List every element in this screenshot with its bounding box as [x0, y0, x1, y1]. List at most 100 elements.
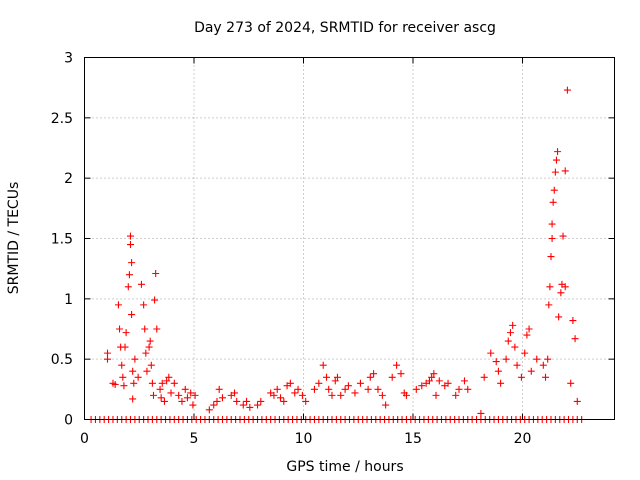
data-point	[569, 317, 577, 325]
data-point	[119, 373, 127, 381]
data-point	[517, 373, 525, 381]
data-point	[333, 373, 341, 381]
y-tick-label: 2	[64, 171, 73, 187]
data-point	[525, 325, 533, 333]
data-point	[146, 337, 154, 345]
data-point	[561, 167, 569, 175]
data-point	[157, 394, 165, 402]
data-point	[351, 389, 359, 397]
data-point	[231, 389, 239, 397]
data-point	[191, 391, 199, 399]
data-point	[521, 349, 529, 357]
x-axis-label: GPS time / hours	[286, 459, 403, 475]
data-point	[552, 156, 560, 164]
data-point	[246, 403, 254, 411]
data-point	[140, 301, 148, 309]
data-point	[310, 385, 318, 393]
data-point	[170, 379, 178, 387]
data-point	[137, 280, 145, 288]
data-point	[323, 373, 331, 381]
y-tick-label: 2.5	[51, 111, 73, 127]
data-point	[328, 391, 336, 399]
data-point	[178, 397, 186, 405]
data-point	[130, 379, 138, 387]
data-point	[181, 385, 189, 393]
y-tick-label: 0	[64, 413, 73, 429]
data-point	[118, 361, 126, 369]
data-point	[573, 397, 581, 405]
data-point	[270, 391, 278, 399]
data-point	[103, 349, 111, 357]
data-point	[551, 168, 559, 176]
data-point	[546, 283, 554, 291]
data-point	[291, 389, 299, 397]
data-point	[452, 391, 460, 399]
data-point	[257, 397, 265, 405]
data-point	[418, 382, 426, 390]
data-point	[125, 271, 133, 279]
x-tick-label: 0	[80, 431, 89, 447]
data-point	[557, 289, 565, 297]
data-point	[189, 401, 197, 409]
x-tick-label: 15	[404, 431, 422, 447]
data-point	[511, 343, 519, 351]
data-point	[129, 367, 137, 375]
data-point	[325, 385, 333, 393]
y-tick-label: 0.5	[51, 352, 73, 368]
data-point	[509, 321, 517, 329]
data-point	[480, 373, 488, 381]
y-tick-label: 3	[64, 51, 73, 67]
data-point	[430, 370, 438, 378]
data-point	[542, 373, 550, 381]
data-point	[114, 301, 122, 309]
data-point	[167, 389, 175, 397]
data-point	[158, 379, 166, 387]
data-point	[374, 385, 382, 393]
data-point	[513, 361, 521, 369]
data-point	[548, 220, 556, 228]
data-point	[160, 397, 168, 405]
data-point	[175, 391, 183, 399]
data-point	[129, 395, 137, 403]
y-tick-label: 1.5	[51, 232, 73, 248]
data-point	[492, 358, 500, 366]
data-point	[156, 385, 164, 393]
data-point	[460, 377, 468, 385]
data-point	[315, 379, 323, 387]
data-point	[428, 373, 436, 381]
data-point	[147, 361, 155, 369]
data-point	[555, 313, 563, 321]
data-point	[124, 283, 132, 291]
data-point	[356, 379, 364, 387]
data-point	[273, 385, 281, 393]
data-point	[561, 283, 569, 291]
axis-ticks: 0 0.5 1 1.5 2 2.5 3 0 5 10 15 20	[51, 51, 615, 447]
data-point	[143, 367, 151, 375]
data-point	[425, 377, 433, 385]
data-point	[402, 391, 410, 399]
data-point	[344, 382, 352, 390]
data-point	[120, 382, 128, 390]
data-point	[152, 269, 160, 277]
data-point	[149, 391, 157, 399]
data-point	[294, 385, 302, 393]
data-point	[397, 370, 405, 378]
data-point	[126, 232, 134, 240]
data-point	[128, 311, 136, 319]
grid-lines	[84, 57, 615, 420]
data-point	[298, 391, 306, 399]
data-point	[378, 391, 386, 399]
data-point	[148, 379, 156, 387]
data-point	[183, 394, 191, 402]
data-point	[218, 394, 226, 402]
data-point	[571, 335, 579, 343]
data-point	[128, 259, 136, 267]
data-point	[497, 379, 505, 387]
data-point	[563, 86, 571, 94]
data-point	[487, 349, 495, 357]
data-point	[370, 370, 378, 378]
data-point	[187, 389, 195, 397]
data-point	[412, 385, 420, 393]
data-point	[213, 397, 221, 405]
chart-title: Day 273 of 2024, SRMTID for receiver asc…	[194, 20, 496, 36]
